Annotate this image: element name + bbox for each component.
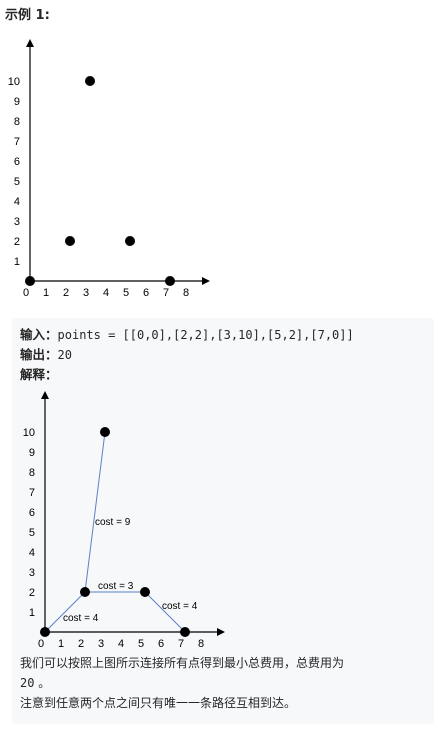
y-tick-label: 2	[29, 587, 35, 599]
y-tick-label: 4	[29, 547, 35, 559]
data-point	[85, 76, 95, 86]
mst-chart: 0 1 2 3 4 5 6 7 8 1 2 3 4 5 6 7 8 9 10 cost = 4 cost = 3 cost…	[23, 391, 225, 650]
y-tick-label: 1	[14, 256, 20, 268]
y-tick-label: 8	[29, 467, 35, 479]
x-tick-label: 3	[98, 638, 104, 650]
y-tick-label: 6	[14, 156, 20, 168]
y-axis-arrow	[41, 391, 49, 399]
y-tick-label: 9	[29, 447, 35, 459]
x-tick-label: 0	[38, 638, 44, 650]
x-tick-label: 4	[103, 287, 109, 299]
data-point	[40, 627, 50, 637]
y-axis-arrow	[26, 39, 34, 47]
output-value: 20	[57, 348, 72, 362]
y-tick-label: 3	[14, 216, 20, 228]
y-tick-label: 5	[29, 527, 35, 539]
input-label: 输入：	[20, 327, 58, 342]
data-point	[25, 276, 35, 286]
y-tick-label: 2	[14, 236, 20, 248]
x-tick-label: 1	[43, 287, 49, 299]
y-tick-label: 1	[29, 607, 35, 619]
x-tick-label: 1	[58, 638, 64, 650]
y-tick-label: 9	[14, 96, 20, 108]
explanation-line-2-suffix: 。	[34, 676, 51, 690]
x-tick-label: 6	[143, 287, 149, 299]
x-tick-label: 5	[123, 287, 129, 299]
data-point	[165, 276, 175, 286]
x-axis-arrow	[202, 277, 210, 285]
x-tick-label: 7	[163, 287, 169, 299]
edge-line	[144, 591, 186, 633]
example-code-block: 输入：points = [[0,0],[2,2],[3,10],[5,2],[7…	[12, 318, 434, 724]
output-label: 输出：	[20, 347, 58, 362]
x-tick-label: 5	[138, 638, 144, 650]
y-tick-label: 7	[14, 136, 20, 148]
explanation-line-3: 注意到任意两个点之间只有唯一一条路径互相到达。	[20, 696, 297, 710]
x-tick-label: 0	[23, 287, 29, 299]
y-tick-label: 6	[29, 507, 35, 519]
x-tick-label: 4	[118, 638, 124, 650]
x-tick-label: 7	[178, 638, 184, 650]
input-line: 输入：points = [[0,0],[2,2],[3,10],[5,2],[7…	[20, 326, 354, 344]
x-tick-label: 8	[198, 638, 204, 650]
explain-label: 解释：	[20, 367, 58, 382]
data-point	[80, 587, 90, 597]
output-line: 输出：20	[20, 346, 72, 364]
x-tick-label: 6	[158, 638, 164, 650]
y-tick-label: 10	[23, 427, 35, 439]
y-tick-label: 10	[8, 76, 20, 88]
edge-cost-label: cost = 4	[162, 601, 198, 612]
edge-cost-label: cost = 3	[98, 581, 134, 592]
explanation-line-2: 20 。	[20, 674, 50, 692]
x-tick-label: 2	[63, 287, 69, 299]
example-title: 示例 1:	[5, 8, 50, 23]
edge-line	[44, 591, 86, 633]
data-point	[140, 587, 150, 597]
data-point	[100, 427, 110, 437]
x-tick-label: 3	[83, 287, 89, 299]
x-tick-label: 8	[183, 287, 189, 299]
points-chart: 0 1 2 3 4 5 6 7 8 1 2 3 4 5 6 7 8 9 10	[8, 39, 210, 299]
explanation-line-1: 我们可以按照上图所示连接所有点得到最小总费用，总费用为	[20, 656, 345, 670]
x-axis-arrow	[217, 628, 225, 636]
data-point	[125, 236, 135, 246]
total-cost-value: 20	[20, 676, 35, 690]
explain-line: 解释：	[20, 366, 58, 384]
y-tick-label: 3	[29, 567, 35, 579]
data-point	[180, 627, 190, 637]
y-tick-label: 8	[14, 116, 20, 128]
edge-line	[84, 431, 106, 593]
edge-cost-label: cost = 4	[63, 613, 99, 624]
y-tick-label: 5	[14, 176, 20, 188]
edge-cost-label: cost = 9	[95, 517, 131, 528]
data-point	[65, 236, 75, 246]
y-tick-label: 7	[29, 487, 35, 499]
x-tick-label: 2	[78, 638, 84, 650]
input-value: points = [[0,0],[2,2],[3,10],[5,2],[7,0]…	[57, 328, 354, 342]
y-tick-label: 4	[14, 196, 20, 208]
